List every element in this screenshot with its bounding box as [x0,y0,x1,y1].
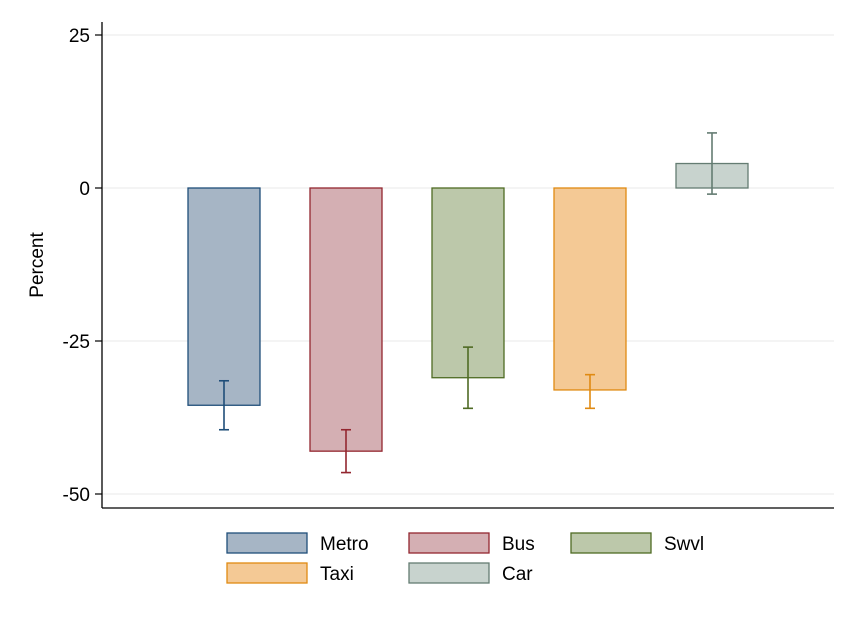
legend-item-swvl: Swvl [570,532,704,555]
error-bar-swvl [463,346,473,410]
legend: Metro Bus Swvl Taxi Car [226,532,704,585]
legend-item-bus: Bus [408,532,535,555]
legend-swatch [226,562,308,584]
error-bar-taxi [585,373,595,410]
error-bar-metro [219,379,229,431]
legend-label: Car [502,564,533,585]
legend-swatch [226,532,308,554]
bar-metro [187,187,261,406]
legend-swatch [570,532,652,554]
y-tick-label: 25 [69,26,90,47]
y-ticks: 25 0 -25 -50 [63,26,102,506]
legend-label: Swvl [664,534,704,555]
error-bar-car [707,132,717,195]
legend-label: Taxi [320,564,354,585]
axes [101,22,834,509]
error-bars [219,132,717,474]
legend-item-car: Car [408,562,533,585]
error-bar-bus [341,428,351,474]
y-axis-label: Percent [27,232,48,298]
legend-swatch [408,532,490,554]
legend-item-metro: Metro [226,532,369,555]
y-tick-label: 0 [79,179,90,200]
legend-item-taxi: Taxi [226,562,354,585]
bar-taxi [553,187,627,391]
legend-label: Bus [502,534,535,555]
bar-bus [309,187,383,452]
y-tick-label: -50 [63,485,90,506]
legend-swatch [408,562,490,584]
bar-swvl [431,187,505,379]
legend-label: Metro [320,534,369,555]
y-tick-label: -25 [63,332,90,353]
